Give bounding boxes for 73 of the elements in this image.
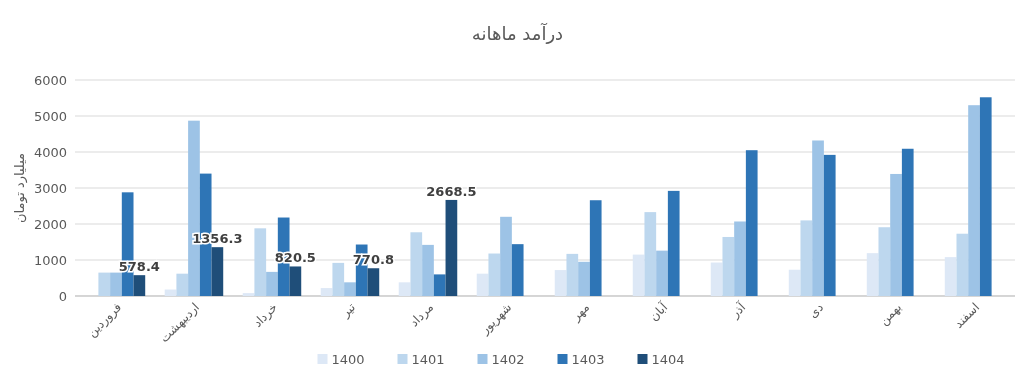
bar [722, 236, 735, 296]
x-tick-label: خرداد [250, 300, 281, 331]
bar [901, 148, 914, 296]
bar [589, 200, 602, 296]
bar [979, 97, 992, 296]
y-tick-label: 2000 [33, 216, 67, 232]
legend-label: 1403 [571, 351, 605, 367]
x-tick-label: اردیبهشت [157, 300, 203, 346]
legend-label: 1400 [331, 351, 365, 367]
x-tick-label: تیر [337, 300, 359, 322]
bar [211, 247, 224, 296]
bar [656, 250, 668, 296]
bar [554, 270, 567, 296]
bar [242, 293, 255, 296]
bar [433, 274, 446, 296]
bar [866, 253, 879, 296]
x-tick-label: آبان [645, 299, 671, 324]
bar [800, 220, 813, 296]
bar [266, 271, 278, 296]
bar [745, 150, 758, 296]
bar [500, 216, 512, 296]
bar [823, 154, 836, 296]
x-tick-label: اسفند [951, 300, 983, 331]
bar [968, 105, 980, 296]
bar [944, 257, 957, 296]
legend-label: 1401 [411, 351, 445, 367]
bar [632, 254, 645, 296]
bar [410, 232, 423, 296]
x-tick-label: دی [805, 300, 827, 321]
bar [110, 272, 122, 296]
bar [320, 288, 333, 296]
bar [890, 173, 902, 296]
data-label: 2668.5 [426, 183, 477, 199]
bar [511, 244, 524, 296]
bar [788, 269, 801, 296]
x-tick-label: مرداد [407, 300, 437, 330]
y-tick-label: 3000 [33, 180, 67, 196]
y-tick-label: 0 [58, 288, 67, 304]
bar [422, 244, 434, 296]
bar [367, 268, 380, 296]
x-tick-label: فروردین [84, 300, 125, 341]
y-tick-label: 1000 [33, 252, 67, 268]
x-tick-label: مهر [568, 300, 593, 325]
y-tick-label: 4000 [33, 144, 67, 160]
bar [445, 199, 458, 296]
y-axis-title: میلیارد تومان [12, 152, 28, 224]
bar [344, 282, 356, 296]
x-tick-label: بهمن [876, 300, 905, 329]
bar [667, 190, 680, 296]
chart-title: درآمد ماهانه [471, 22, 564, 44]
bar [578, 261, 590, 296]
bar [398, 282, 411, 296]
y-tick-label: 6000 [33, 72, 67, 88]
x-tick-label: آذر [726, 299, 750, 322]
bar [566, 253, 579, 296]
x-tick-label: شهریور [476, 300, 515, 339]
bar [734, 221, 746, 296]
bar [98, 272, 111, 296]
bar [488, 253, 501, 296]
bar [133, 275, 146, 296]
bar [644, 212, 657, 296]
bar [176, 273, 189, 296]
y-tick-label: 5000 [33, 108, 67, 124]
bar [254, 228, 267, 296]
bar [476, 273, 489, 296]
bar [956, 233, 969, 296]
bar [878, 227, 891, 296]
bar [812, 140, 824, 296]
legend-label: 1404 [651, 351, 685, 367]
bar [332, 262, 345, 296]
bar [289, 266, 302, 296]
bar [710, 262, 723, 296]
legend-label: 1402 [491, 351, 525, 367]
